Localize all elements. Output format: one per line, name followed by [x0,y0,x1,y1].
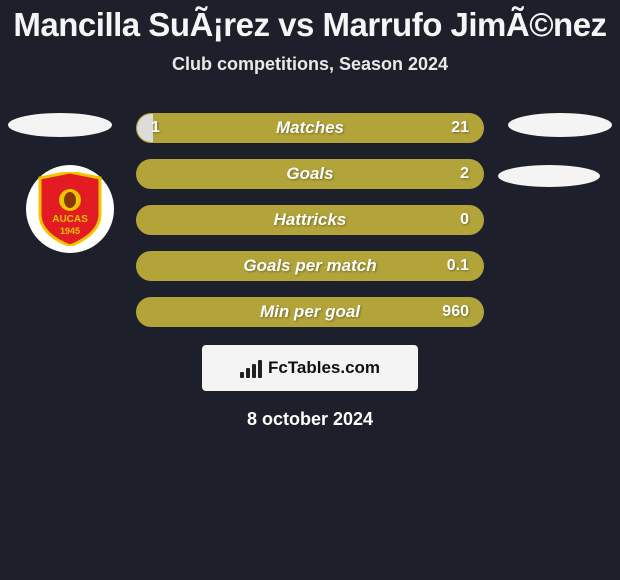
page-title: Mancilla SuÃ¡rez vs Marrufo JimÃ©nez [0,0,620,44]
team-right-placeholder [498,165,600,187]
badge-name: AUCAS [52,214,88,225]
stat-bars: 121Matches 2Goals 0Hattricks 0.1Goals per m… [136,113,484,343]
subtitle: Club competitions, Season 2024 [0,54,620,75]
team-left-badge: AUCAS 1945 [26,165,114,253]
branding: FcTables.com [202,345,418,391]
stat-row: 2Goals [136,159,484,189]
stat-row: 121Matches [136,113,484,143]
stat-label: Matches [137,114,483,142]
branding-text: FcTables.com [268,358,380,378]
stat-row: 0Hattricks [136,205,484,235]
aucas-shield-icon: AUCAS 1945 [38,172,102,246]
stat-row: 0.1Goals per match [136,251,484,281]
date-text: 8 october 2024 [0,409,620,430]
player-right-placeholder [508,113,612,137]
stat-label: Goals per match [137,252,483,280]
stat-label: Goals [137,160,483,188]
stat-label: Hattricks [137,206,483,234]
stat-label: Min per goal [137,298,483,326]
player-left-placeholder [8,113,112,137]
chart-bars-icon [240,358,262,378]
stat-row: 960Min per goal [136,297,484,327]
badge-year: 1945 [60,226,80,236]
comparison-card: Mancilla SuÃ¡rez vs Marrufo JimÃ©nez Clu… [0,0,620,580]
